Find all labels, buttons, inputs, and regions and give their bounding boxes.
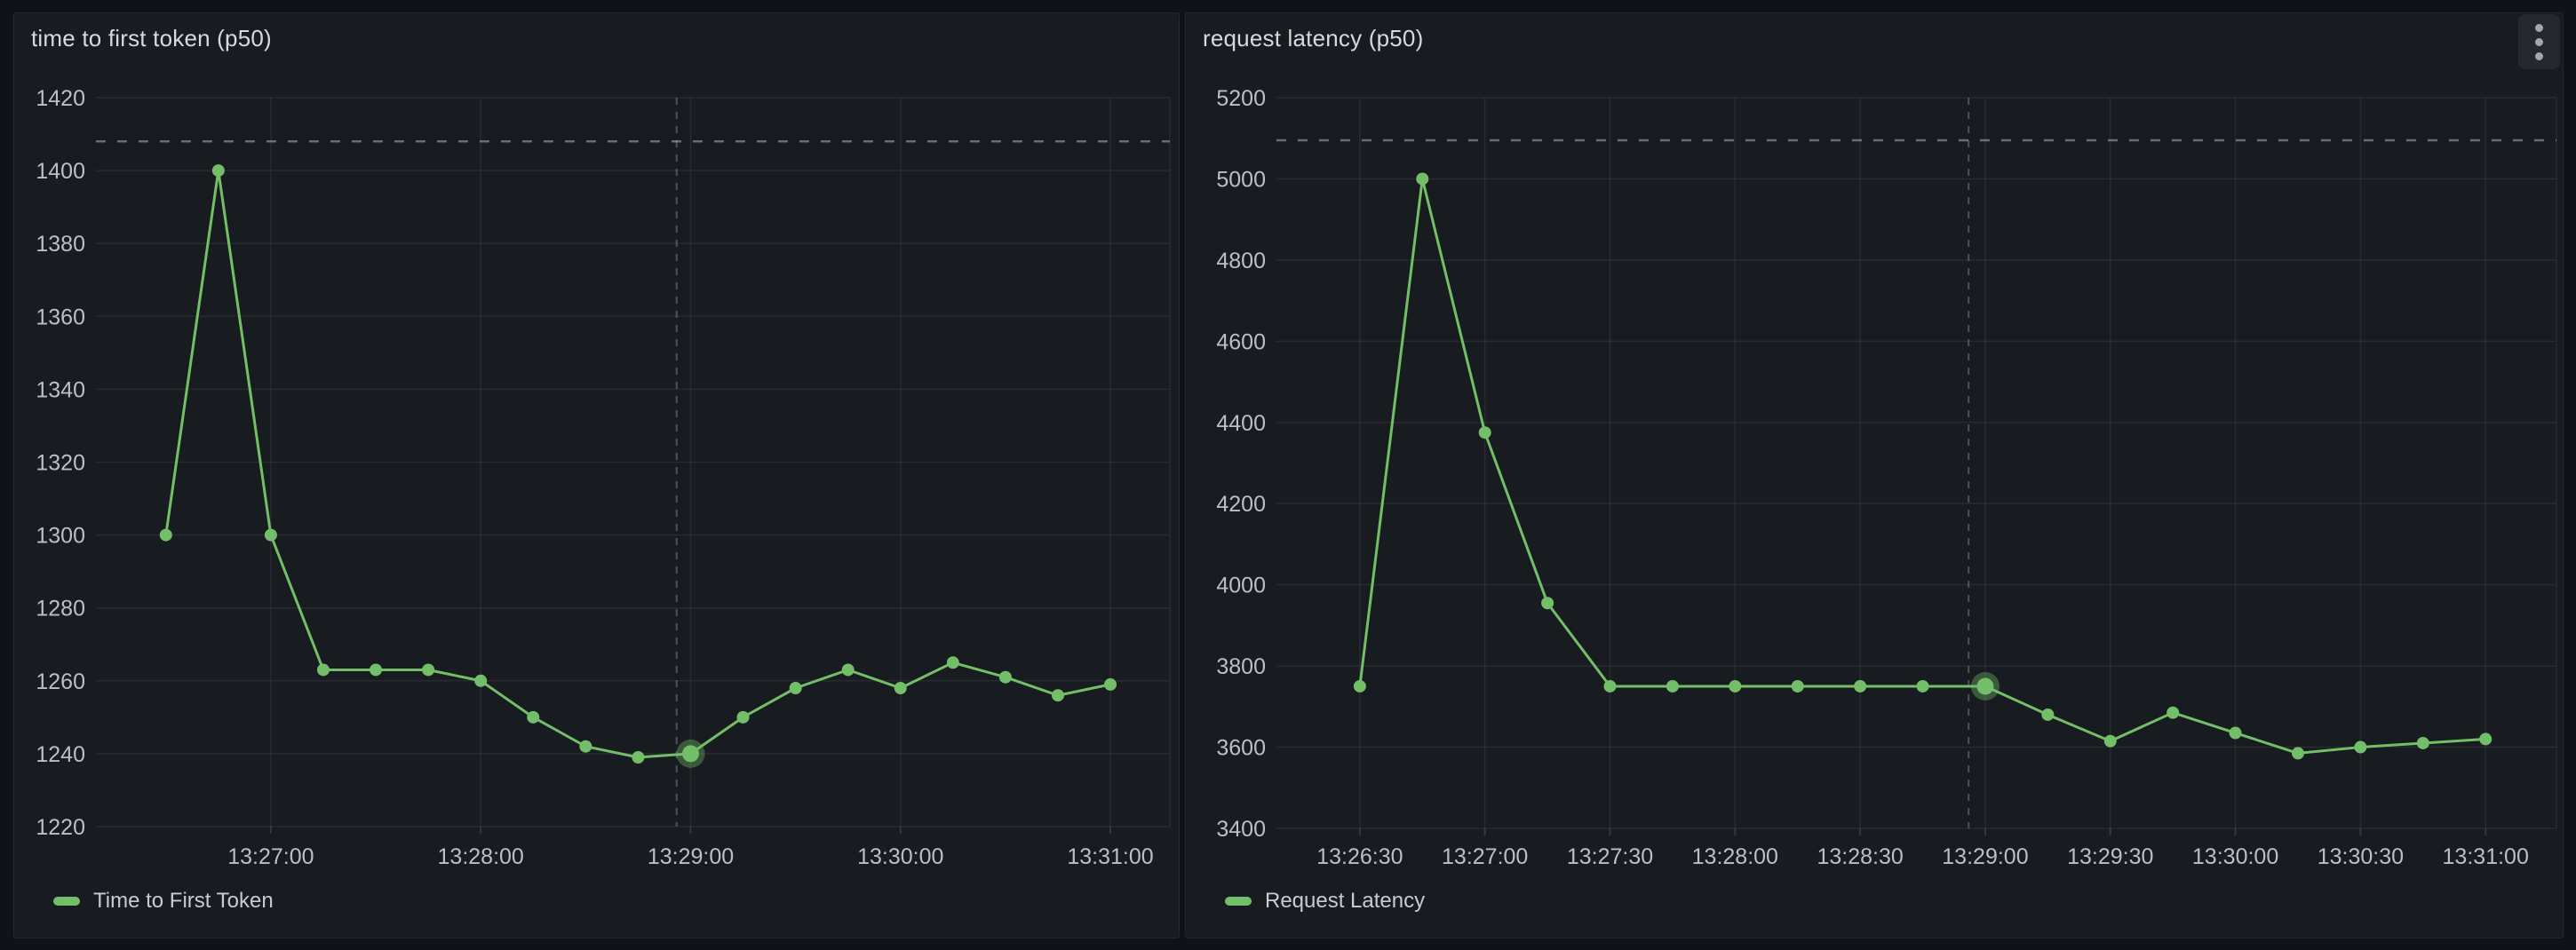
svg-text:3800: 3800 [1216, 654, 1266, 679]
svg-text:4600: 4600 [1216, 329, 1266, 354]
svg-text:1360: 1360 [36, 305, 85, 329]
svg-text:1420: 1420 [36, 86, 85, 111]
svg-text:13:28:30: 13:28:30 [1817, 844, 1903, 869]
svg-text:13:28:00: 13:28:00 [438, 844, 524, 869]
svg-text:1260: 1260 [36, 669, 85, 694]
svg-text:4800: 4800 [1216, 249, 1266, 273]
ttft-chart[interactable]: 1220 1240 1260 1280 1300 1320 1340 1360 1380 1400… [14, 13, 1179, 938]
svg-text:1340: 1340 [36, 377, 85, 402]
svg-text:1300: 1300 [36, 524, 85, 549]
panel-request-latency: request latency (p50) 3400 3600 3800 4000 42… [1185, 12, 2564, 938]
svg-text:13:30:00: 13:30:00 [2192, 844, 2278, 869]
svg-text:1320: 1320 [36, 451, 85, 476]
panel-menu-button[interactable] [2518, 14, 2560, 69]
svg-text:13:31:00: 13:31:00 [1067, 844, 1153, 869]
legend-ttft[interactable]: Time to First Token [53, 889, 274, 914]
legend-label-latency[interactable]: Request Latency [1265, 889, 1426, 913]
svg-text:13:29:00: 13:29:00 [1942, 844, 2028, 869]
svg-text:4200: 4200 [1216, 492, 1266, 517]
legend-latency[interactable]: Request Latency [1225, 889, 1425, 914]
svg-text:1240: 1240 [36, 742, 85, 767]
svg-text:13:29:00: 13:29:00 [648, 844, 734, 869]
panel-title-ttft: time to first token (p50) [31, 25, 272, 51]
svg-text:13:27:00: 13:27:00 [1442, 844, 1528, 869]
legend-label-ttft[interactable]: Time to First Token [93, 889, 274, 913]
legend-color-swatch [1225, 897, 1252, 906]
svg-text:13:29:30: 13:29:30 [2067, 844, 2153, 869]
svg-text:13:30:00: 13:30:00 [857, 844, 943, 869]
svg-text:13:28:00: 13:28:00 [1692, 844, 1778, 869]
panel-title-latency: request latency (p50) [1203, 25, 1424, 51]
legend-color-swatch [53, 897, 80, 906]
panel-ttft: time to first token (p50) 1220 1240 1260 12… [13, 12, 1180, 938]
kebab-menu-icon [2535, 23, 2543, 32]
svg-text:1280: 1280 [36, 597, 85, 621]
svg-text:5000: 5000 [1216, 167, 1266, 192]
svg-text:1220: 1220 [36, 815, 85, 840]
svg-text:4000: 4000 [1216, 574, 1266, 598]
svg-text:13:27:00: 13:27:00 [227, 844, 314, 869]
svg-text:1400: 1400 [36, 159, 85, 184]
latency-chart[interactable]: 3400 3600 3800 4000 4200 4400 4600 4800 5000 5200… [1186, 13, 2563, 938]
svg-text:13:31:00: 13:31:00 [2443, 844, 2529, 869]
svg-text:3400: 3400 [1216, 817, 1266, 842]
svg-text:5200: 5200 [1216, 86, 1266, 111]
svg-text:13:30:30: 13:30:30 [2318, 844, 2404, 869]
svg-text:13:26:30: 13:26:30 [1316, 844, 1403, 869]
svg-text:1380: 1380 [36, 232, 85, 257]
svg-text:13:27:30: 13:27:30 [1567, 844, 1653, 869]
svg-text:3600: 3600 [1216, 736, 1266, 761]
svg-text:4400: 4400 [1216, 411, 1266, 436]
